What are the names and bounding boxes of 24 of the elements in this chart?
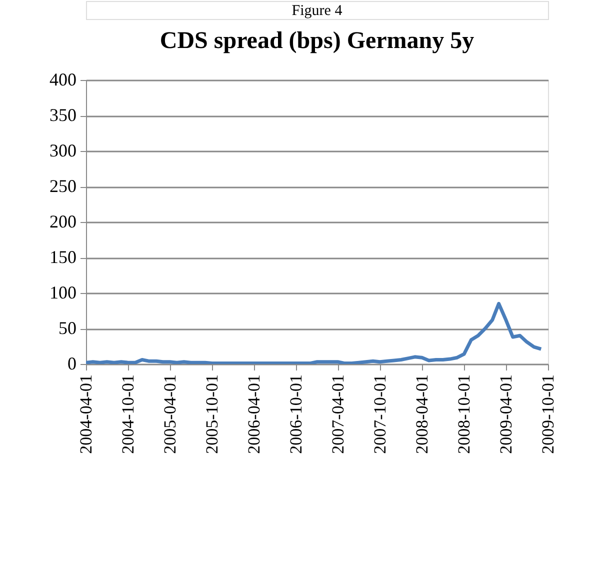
y-tick-label: 350 xyxy=(50,105,76,125)
caption: Figure 4 xyxy=(292,3,343,19)
x-tick-label: 2006-04-01 xyxy=(244,374,264,454)
x-tick-label: 2008-04-01 xyxy=(412,374,432,454)
x-tick-label: 2007-04-01 xyxy=(328,374,348,454)
y-tick-label: 400 xyxy=(50,70,76,90)
x-tick-label: 2005-10-01 xyxy=(202,374,222,454)
x-tick-label: 2006-10-01 xyxy=(286,374,306,454)
y-tick-label: 300 xyxy=(50,140,76,160)
x-tick-label: 2004-04-01 xyxy=(76,374,96,454)
line-series xyxy=(86,302,543,364)
y-tick-label: 200 xyxy=(50,212,76,232)
y-tick-label: 250 xyxy=(50,176,76,196)
x-tick-label: 2009-04-01 xyxy=(496,374,516,454)
y-tick-label: 0 xyxy=(68,354,76,374)
x-tick-label: 2005-04-01 xyxy=(160,374,180,454)
x-tick-label: 2009-10-01 xyxy=(538,374,558,454)
x-tick-label: 2007-10-01 xyxy=(370,374,390,454)
x-tick-label: 2004-10-01 xyxy=(118,374,138,454)
y-tick-label: 50 xyxy=(58,318,76,338)
x-tick-label: 2008-10-01 xyxy=(454,374,474,454)
y-tick-label: 150 xyxy=(50,247,76,267)
y-tick-label: 100 xyxy=(50,282,76,302)
chart-title: CDS spread (bps) Germany 5y xyxy=(160,28,474,54)
